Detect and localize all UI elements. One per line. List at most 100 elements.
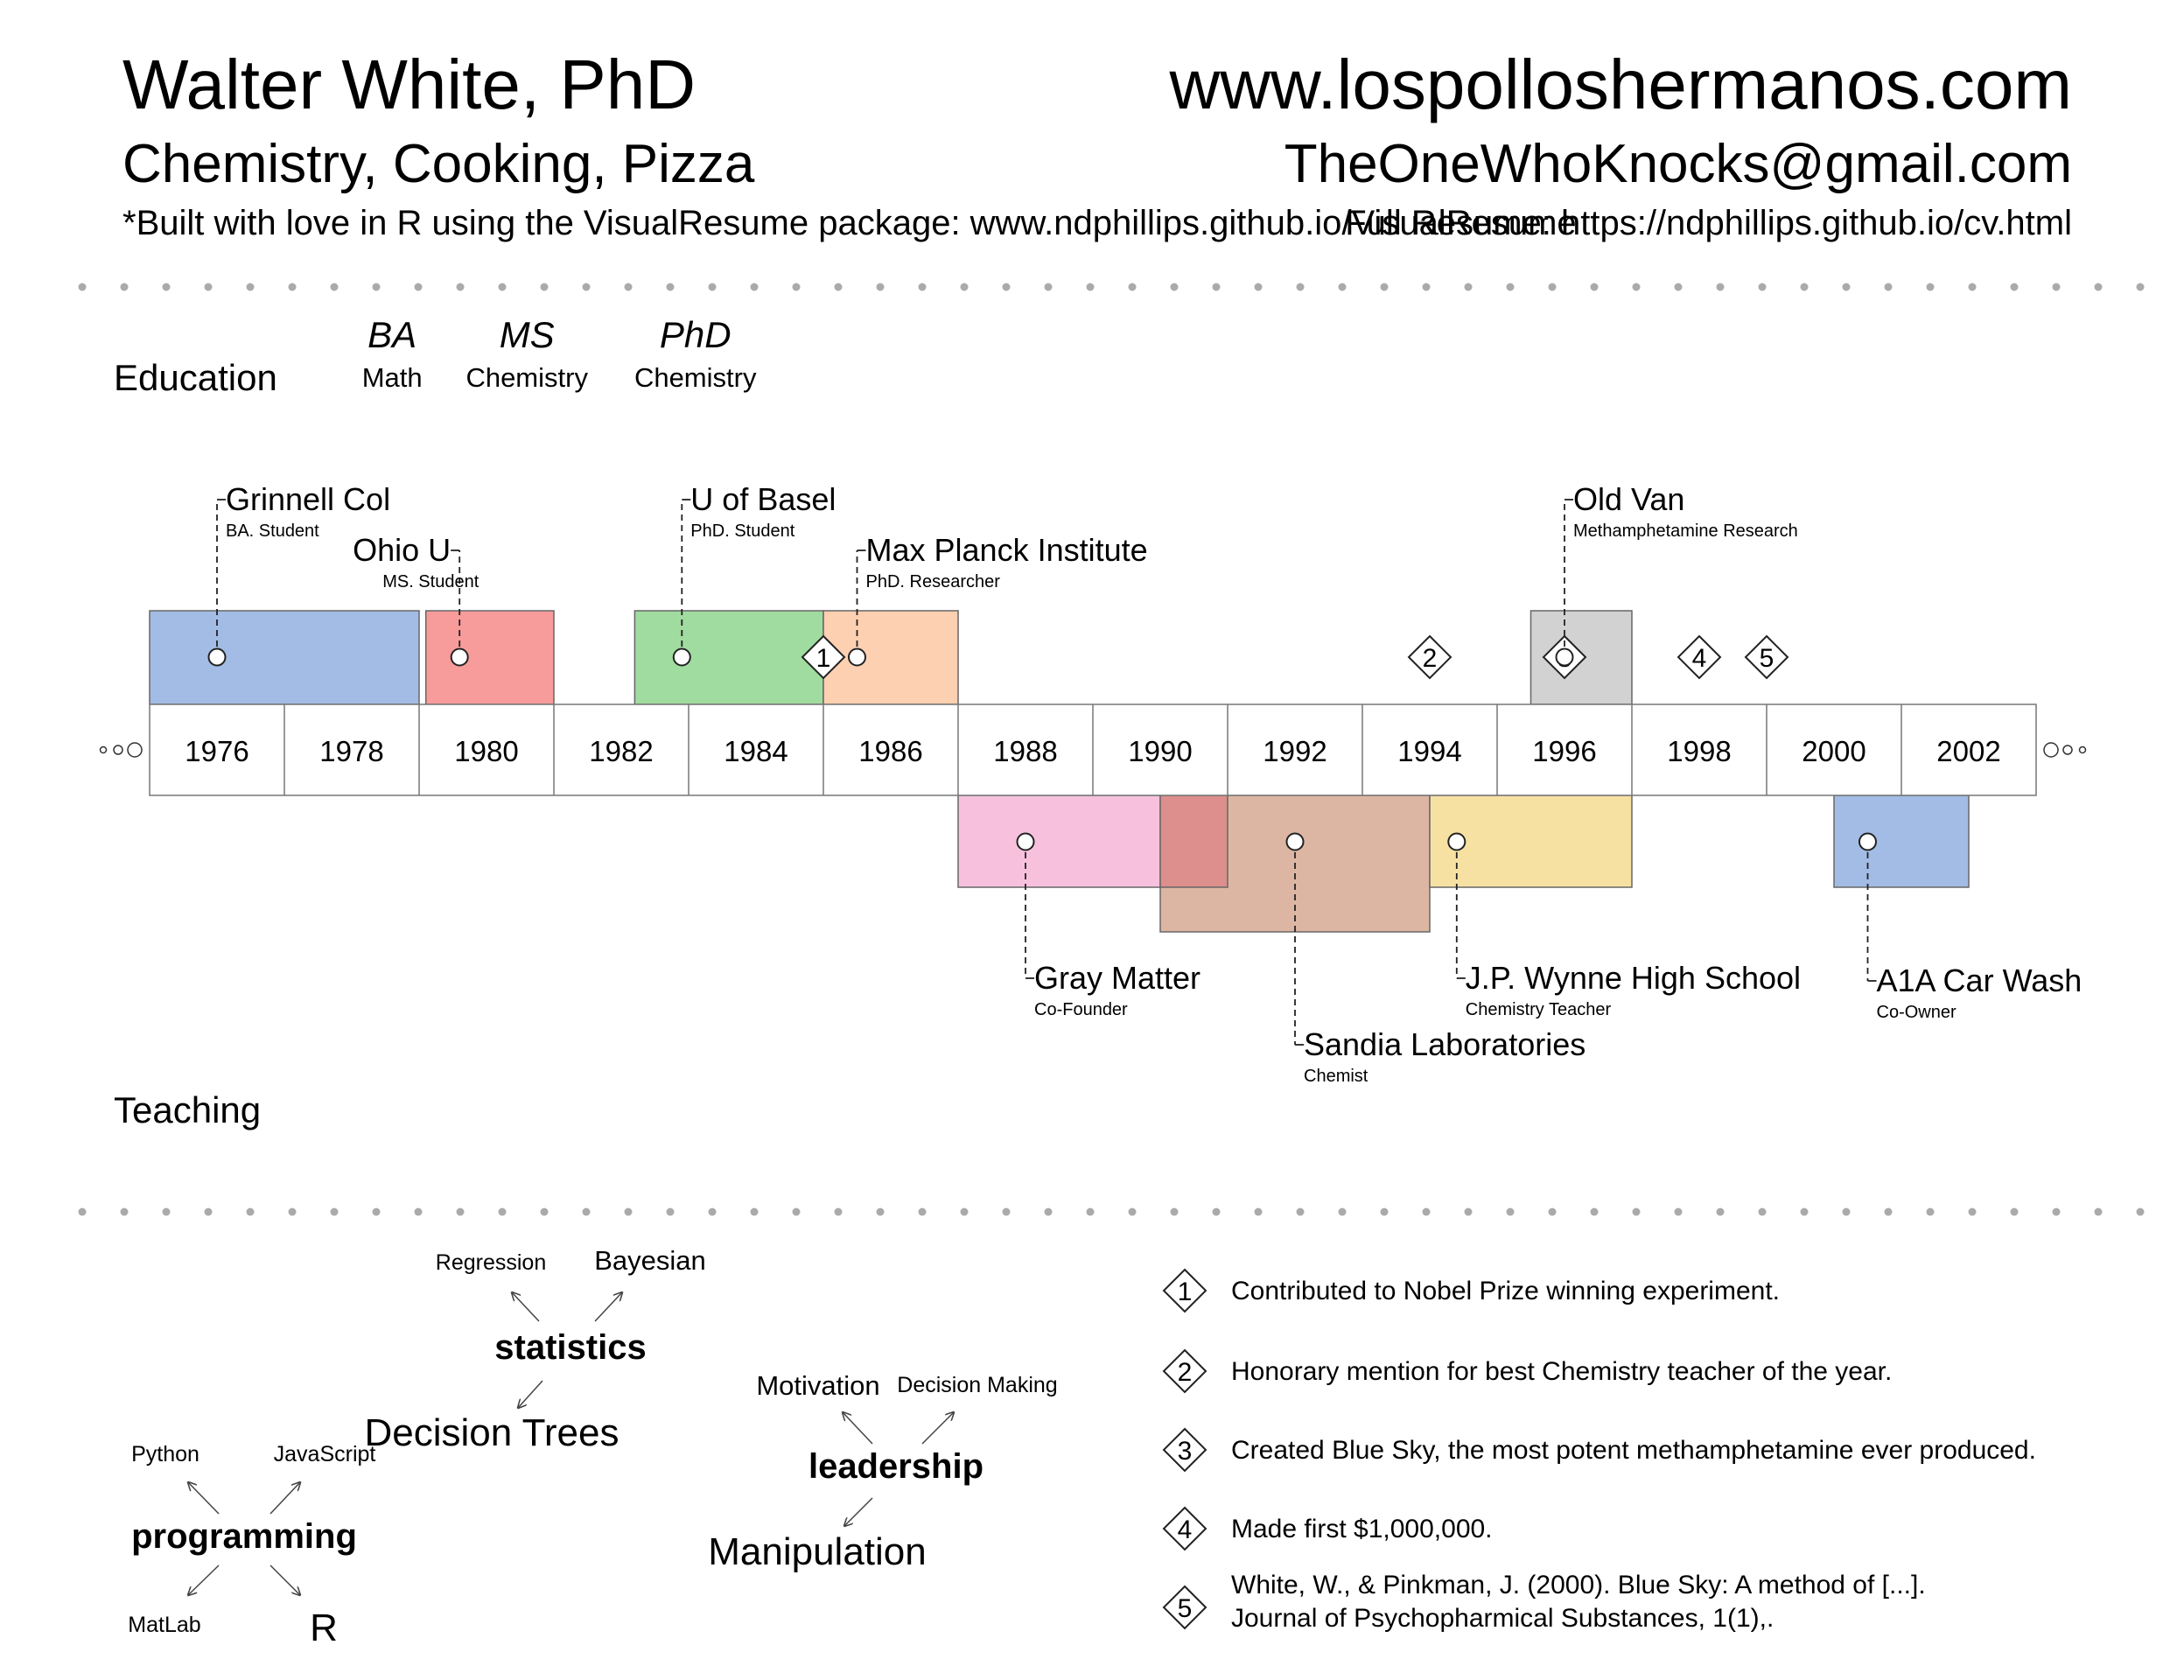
period-dot [1447,832,1466,851]
separator-dot [1716,283,1725,291]
period-name: Gray Matter [1034,960,1200,996]
row-label-education: Education [114,357,277,398]
period-bar [1833,794,1970,888]
event-marker-number: 2 [1423,644,1438,673]
separator-dot [540,1208,549,1216]
separator-dot [876,283,885,291]
separator-dot [120,1208,129,1216]
year-tick: 1984 [724,735,788,767]
skill-sub: JavaScript [274,1442,376,1466]
separator-dot [666,1208,675,1216]
skill-arrow [512,1292,540,1322]
separator-dot [1968,1208,1977,1216]
skill-arrow [270,1482,300,1515]
skill-sub: R [310,1606,338,1649]
separator-dot [204,1208,213,1216]
period-dot [848,648,866,667]
event-marker [801,634,846,680]
degree-labels: BA Math MS Chemistry PhD Chemistry [362,314,757,393]
year-tick: 1990 [1128,735,1192,767]
separator-dot [1338,283,1347,291]
separator-dot [498,283,507,291]
website-link[interactable]: www.lospolloshermanos.com [1168,46,2072,123]
legend-marker [1162,1268,1208,1313]
degree-label: BA [368,314,416,355]
skill-arrow [843,1412,873,1445]
separator-dot [1380,1208,1389,1216]
separator-dot [1296,283,1305,291]
legend-marker [1162,1348,1208,1394]
separator-dot [1632,283,1641,291]
separator-dot [582,1208,591,1216]
period-role: Co-Founder [1034,1000,1128,1019]
separator-bottom [78,1208,2145,1216]
period-dot [672,648,691,667]
separator-dot [246,283,255,291]
separator-dot [582,283,591,291]
separator-dot [288,283,297,291]
separator-dot [1968,283,1977,291]
separator-dot [1884,283,1893,291]
period-bar [149,610,420,705]
separator-dot [498,1208,507,1216]
separator-dot [1212,283,1221,291]
period-name: Max Planck Institute [866,532,1148,568]
full-resume-link[interactable]: Full Resume: https://ndphillips.github.i… [1345,204,2072,242]
periods-top [149,610,1633,705]
separator-dot [120,283,129,291]
skill-sub: Decision Making [897,1373,1057,1397]
period-dot [450,648,469,667]
legend-marker [1162,1427,1208,1473]
degree-field: Math [362,362,423,393]
separator-dot [78,1208,87,1216]
axis-cap [99,746,108,754]
skill-arrow [188,1482,220,1515]
separator-dot [414,1208,423,1216]
axis-cap [127,742,143,758]
separator-dot [1086,283,1095,291]
separator-dot [834,1208,843,1216]
period-name: Grinnell Col [226,481,390,517]
year-tick: 2000 [1802,735,1866,767]
separator-dot [204,283,213,291]
separator-dot [162,283,171,291]
separator-dot [876,1208,885,1216]
period-bar [424,610,555,705]
separator-dot [1044,1208,1053,1216]
event-marker-number: 4 [1692,644,1707,673]
skill-arrow [270,1564,300,1595]
period-role: Methamphetamine Research [1573,522,1798,541]
separator-dot [708,1208,717,1216]
degree-label: MS [500,314,555,355]
legend-text: Made first $1,000,000. [1231,1515,1493,1544]
separator-dot [1254,283,1263,291]
separator-dot [750,283,759,291]
period-role: Chemist [1304,1067,1368,1086]
event-marker [1676,634,1722,680]
separator-dot [456,1208,465,1216]
legend-marker [1162,1585,1208,1630]
legend-marker-number: 3 [1178,1437,1193,1466]
separator-dot [1548,283,1557,291]
separator-dot [708,283,717,291]
event-marker [1744,634,1789,680]
legend-marker-number: 5 [1178,1594,1193,1623]
email-link[interactable]: TheOneWhoKnocks@gmail.com [1284,134,2072,194]
separator-dot [1338,1208,1347,1216]
separator-dot [1002,283,1011,291]
year-tick: 1976 [185,735,248,767]
period-bar [634,610,824,705]
separator-dot [2136,283,2145,291]
period-name: Sandia Laboratories [1304,1026,1586,1062]
skills-map: statistics Regression Bayesian Decision Tre… [128,1245,1057,1649]
skill-sub: Regression [436,1250,546,1275]
legend-marker-number: 2 [1178,1358,1193,1387]
built-note: *Built with love in R using the VisualRe… [122,204,1577,242]
period-role: Chemistry Teacher [1466,1000,1612,1019]
separator-dot [1128,283,1137,291]
separator-dot [960,283,969,291]
skill-arrow [518,1380,543,1408]
separator-dot [2094,283,2103,291]
separator-dot [2052,1208,2061,1216]
separator-dot [1170,283,1179,291]
